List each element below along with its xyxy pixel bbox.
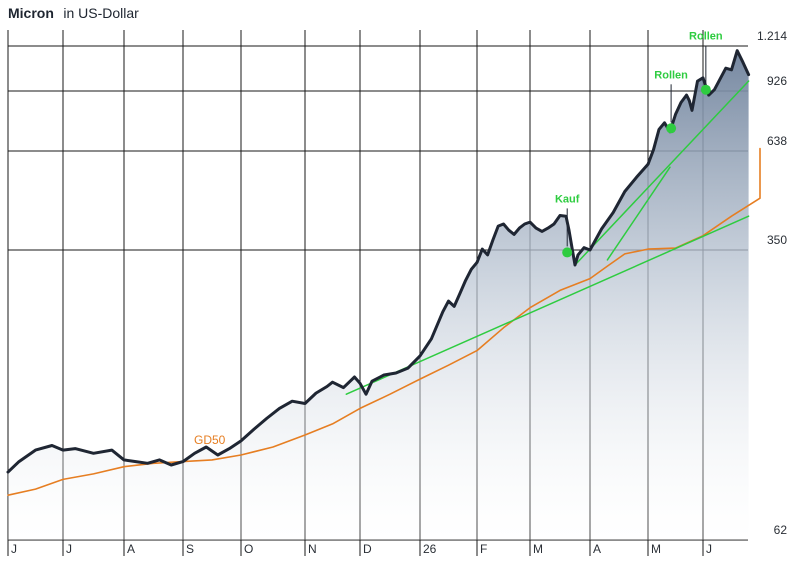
x-tick-label: F (480, 542, 487, 556)
gd50-label: GD50 (194, 433, 226, 447)
annotation-marker (562, 247, 573, 258)
x-tick-label: O (244, 542, 253, 556)
chart-title-suffix: in US-Dollar (63, 5, 139, 21)
x-tick-label: J (706, 542, 712, 556)
x-tick-label: 26 (423, 542, 437, 556)
series-line-moving-average (7, 147, 761, 496)
x-tick-label: A (593, 542, 601, 556)
y-tick-label: 638 (767, 134, 787, 148)
x-tick-label: J (11, 542, 17, 556)
chart-title: Micron in US-Dollar (8, 5, 139, 22)
x-tick-label: M (533, 542, 543, 556)
annotation-marker (700, 84, 711, 95)
chart-title-main: Micron (8, 5, 54, 21)
y-tick-label: 62 (774, 523, 788, 537)
x-tick-label: A (127, 542, 135, 556)
y-tick-label: 350 (767, 233, 787, 247)
x-tick-label: M (651, 542, 661, 556)
annotation-label: Rollen (654, 69, 688, 81)
y-tick-label: 926 (767, 74, 787, 88)
annotation-marker (666, 123, 677, 134)
x-tick-label: D (363, 542, 372, 556)
series-line-price (6, 49, 751, 474)
x-tick-label: N (308, 542, 317, 556)
series-lines: GD50 (6, 49, 761, 496)
x-tick-label: J (66, 542, 72, 556)
y-axis-ticks: 1.214 926 638 350 62 (757, 29, 787, 537)
price-area (8, 50, 749, 540)
y-tick-label: 1.214 (757, 29, 787, 43)
x-axis-ticks: J J A S O N D 26 F M A M J (11, 542, 712, 556)
x-tick-label: S (186, 542, 194, 556)
annotation-label: Kauf (555, 193, 580, 205)
series-line-trend-short (606, 166, 671, 261)
series-line-trend-mid (574, 80, 750, 266)
annotation-label: Rollen (689, 31, 723, 43)
annotations: Kauf Rollen Rollen (555, 31, 723, 258)
